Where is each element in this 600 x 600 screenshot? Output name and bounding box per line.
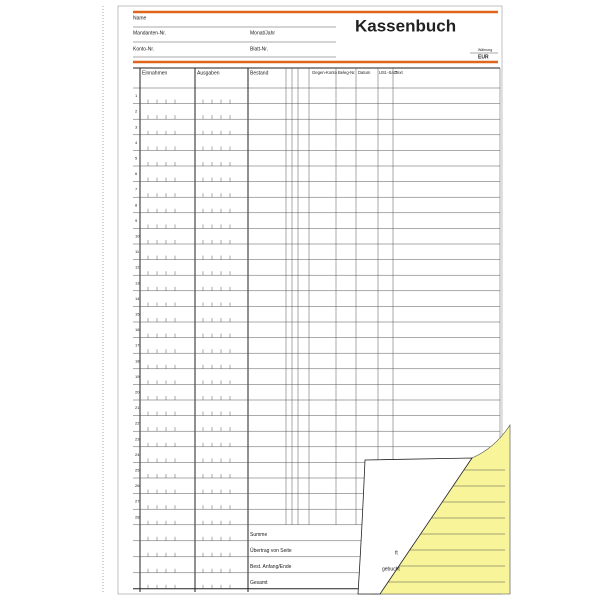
column-header: USt.-Satz [379,70,397,75]
row-number: 11 [135,249,140,254]
field-label: Monat/Jahr [250,30,275,36]
row-number: 21 [135,405,140,410]
row-number: 20 [135,389,140,394]
row-number: 8 [135,202,138,207]
field-label: Konto-Nr. [133,46,154,52]
copy-fragment: gebucht [382,566,400,572]
row-number: 26 [135,483,140,488]
row-number: 5 [135,155,138,160]
row-number: 1 [135,93,138,98]
row-number: 27 [135,499,140,504]
row-number: 19 [135,374,140,379]
field-label: Mandanten-Nr. [133,30,166,36]
row-number: 13 [135,280,140,285]
field-label: Name [133,15,147,21]
row-number: 7 [135,187,138,192]
form-title: Kassenbuch [355,16,456,35]
row-number: 24 [135,452,140,457]
row-number: 10 [135,233,140,238]
column-header: Text [395,70,404,75]
sheet-border [117,5,503,595]
column-header: Datum [358,70,371,75]
row-number: 2 [135,109,138,114]
row-number: 28 [135,514,140,519]
row-number: 23 [135,436,140,441]
row-number: 4 [135,140,138,145]
column-header: Gegen-Konto [312,70,338,75]
row-number: 14 [135,296,140,301]
row-number: 16 [135,327,140,332]
row-number: 6 [135,171,138,176]
row-number: 9 [135,218,138,223]
row-number: 18 [135,358,140,363]
field-label: Blatt-Nr. [250,46,268,52]
footer-label: Gesamt [250,580,268,586]
column-header: Ausgaben [197,70,220,76]
row-number: 25 [135,467,140,472]
folded-corner [357,457,473,595]
row-number: 15 [135,311,140,316]
row-number: 12 [135,265,140,270]
footer-label: Best. Anfang/Ende [250,564,292,570]
column-header: Beleg-Nr. [338,70,355,75]
copy-fragment: ft [395,550,398,556]
footer-label: Übertrag von Seite [250,547,292,554]
column-header: Bestand [250,70,269,76]
row-number: 3 [135,124,138,129]
column-header: Einnahmen [142,70,168,76]
currency: EUR [478,54,489,60]
row-number: 17 [135,343,140,348]
currency-label: Währung [478,48,492,52]
footer-label: Summe [250,532,267,538]
row-number: 22 [135,421,140,426]
